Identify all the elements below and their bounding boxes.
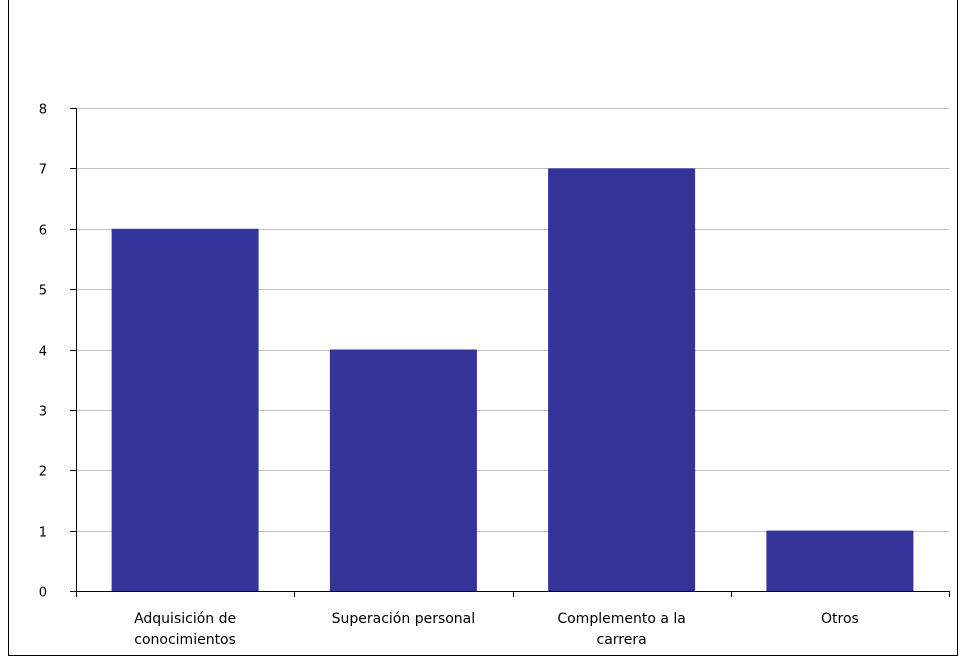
x-category-label-0-1: conocimientos [134, 632, 236, 648]
y-tick-label-3: 3 [39, 405, 47, 420]
x-category-labels: Adquisición de conocimientos Superación pe… [134, 611, 859, 648]
y-tick-labels: 0 1 2 3 4 5 6 7 8 [39, 103, 47, 601]
axes [70, 108, 950, 597]
x-category-label-0-0: Adquisición de [134, 611, 236, 627]
y-tick-label-5: 5 [39, 284, 47, 299]
y-tick-label-7: 7 [39, 163, 47, 178]
y-tick-label-4: 4 [39, 345, 47, 360]
bar-1 [329, 349, 477, 591]
x-category-label-2-0: Complemento a la [557, 611, 686, 627]
x-category-label-2-1: carrera [597, 632, 647, 648]
y-tick-label-0: 0 [39, 586, 47, 601]
bar-3 [766, 530, 914, 591]
y-tick-label-2: 2 [39, 465, 47, 480]
x-category-label-1-0: Superación personal [332, 611, 476, 627]
y-tick-label-6: 6 [39, 224, 47, 239]
bar-2 [548, 168, 696, 591]
x-category-label-3-0: Otros [821, 611, 859, 627]
bars [111, 168, 914, 592]
y-tick-label-8: 8 [39, 103, 47, 118]
y-tick-label-1: 1 [39, 526, 47, 541]
bar-0 [111, 228, 259, 592]
